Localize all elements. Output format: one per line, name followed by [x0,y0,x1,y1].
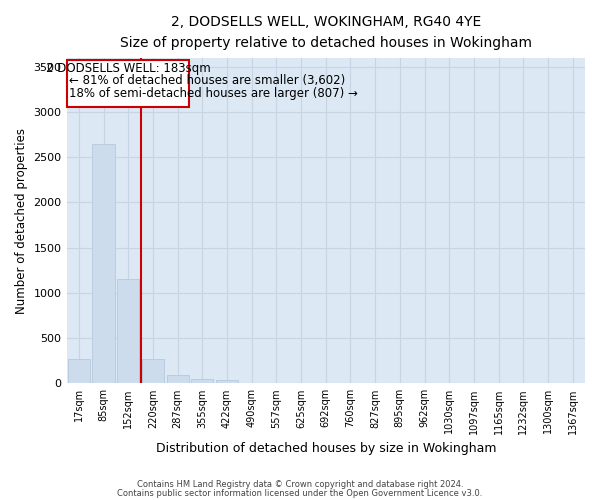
Bar [117,280,139,384]
Bar [191,379,214,384]
Bar [68,359,90,384]
Text: 2 DODSELLS WELL: 183sqm: 2 DODSELLS WELL: 183sqm [46,62,211,75]
Bar [167,375,189,384]
Bar [216,380,238,384]
Text: Contains public sector information licensed under the Open Government Licence v3: Contains public sector information licen… [118,488,482,498]
Bar [142,359,164,384]
Bar [92,144,115,384]
Text: 18% of semi-detached houses are larger (807) →: 18% of semi-detached houses are larger (… [69,86,358,100]
FancyBboxPatch shape [67,60,190,106]
Y-axis label: Number of detached properties: Number of detached properties [15,128,28,314]
X-axis label: Distribution of detached houses by size in Wokingham: Distribution of detached houses by size … [155,442,496,455]
Text: Contains HM Land Registry data © Crown copyright and database right 2024.: Contains HM Land Registry data © Crown c… [137,480,463,489]
Text: ← 81% of detached houses are smaller (3,602): ← 81% of detached houses are smaller (3,… [69,74,345,86]
Title: 2, DODSELLS WELL, WOKINGHAM, RG40 4YE
Size of property relative to detached hous: 2, DODSELLS WELL, WOKINGHAM, RG40 4YE Si… [120,15,532,50]
